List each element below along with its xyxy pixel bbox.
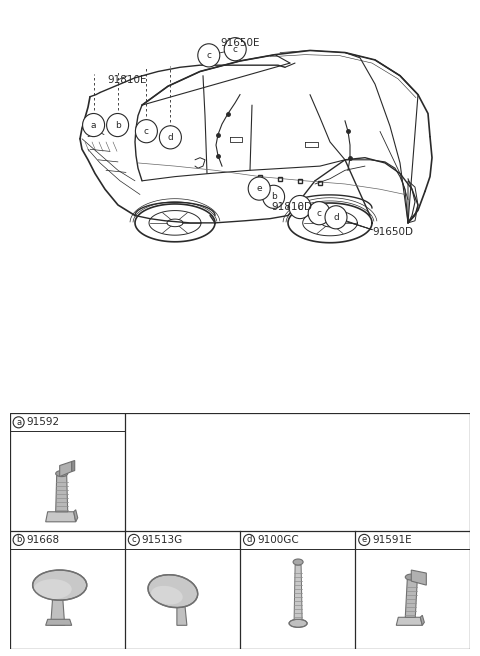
Text: c: c — [317, 209, 322, 218]
Text: 91591E: 91591E — [372, 535, 412, 545]
Polygon shape — [396, 617, 422, 625]
Polygon shape — [46, 619, 72, 625]
Text: e: e — [361, 535, 367, 544]
Text: 91650E: 91650E — [220, 38, 260, 48]
Text: 91668: 91668 — [26, 535, 60, 545]
Circle shape — [263, 185, 285, 209]
Polygon shape — [60, 462, 72, 477]
Ellipse shape — [33, 570, 87, 600]
Circle shape — [308, 201, 330, 225]
Text: d: d — [168, 133, 173, 142]
Text: 91810E: 91810E — [108, 75, 147, 85]
Text: d: d — [246, 535, 252, 544]
Text: 91513G: 91513G — [142, 535, 183, 545]
Polygon shape — [46, 512, 76, 522]
Circle shape — [359, 535, 370, 545]
Ellipse shape — [293, 559, 303, 565]
Text: c: c — [144, 127, 149, 136]
Circle shape — [198, 44, 220, 67]
Ellipse shape — [405, 574, 417, 580]
Text: b: b — [16, 535, 21, 544]
Circle shape — [243, 535, 254, 545]
Polygon shape — [51, 597, 65, 625]
Ellipse shape — [56, 470, 68, 477]
Text: c: c — [233, 45, 238, 54]
Polygon shape — [420, 615, 424, 625]
Text: c: c — [298, 203, 302, 211]
Ellipse shape — [151, 586, 183, 605]
Circle shape — [135, 119, 157, 143]
Polygon shape — [72, 461, 75, 472]
Text: b: b — [115, 121, 120, 129]
Circle shape — [289, 195, 311, 218]
Text: e: e — [256, 184, 262, 193]
Circle shape — [248, 177, 270, 200]
Text: 91592: 91592 — [26, 417, 60, 427]
Polygon shape — [74, 510, 78, 522]
Text: 91650D: 91650D — [372, 227, 413, 237]
Circle shape — [107, 113, 129, 136]
Polygon shape — [405, 579, 417, 617]
Ellipse shape — [148, 575, 198, 607]
Circle shape — [224, 37, 246, 61]
Circle shape — [13, 535, 24, 545]
Ellipse shape — [289, 619, 307, 627]
Text: 91810D: 91810D — [271, 202, 312, 212]
Ellipse shape — [34, 579, 72, 599]
Polygon shape — [294, 565, 302, 619]
Polygon shape — [411, 570, 426, 585]
Text: c: c — [206, 51, 211, 60]
Polygon shape — [56, 476, 68, 512]
Polygon shape — [177, 605, 187, 625]
Text: a: a — [16, 418, 21, 427]
Text: c: c — [132, 535, 136, 544]
Circle shape — [13, 417, 24, 428]
Circle shape — [83, 113, 105, 136]
Circle shape — [128, 535, 139, 545]
Text: a: a — [91, 121, 96, 129]
Circle shape — [325, 206, 347, 229]
Text: d: d — [333, 213, 339, 222]
Text: 9100GC: 9100GC — [257, 535, 299, 545]
Text: b: b — [271, 192, 276, 201]
Circle shape — [159, 126, 181, 149]
